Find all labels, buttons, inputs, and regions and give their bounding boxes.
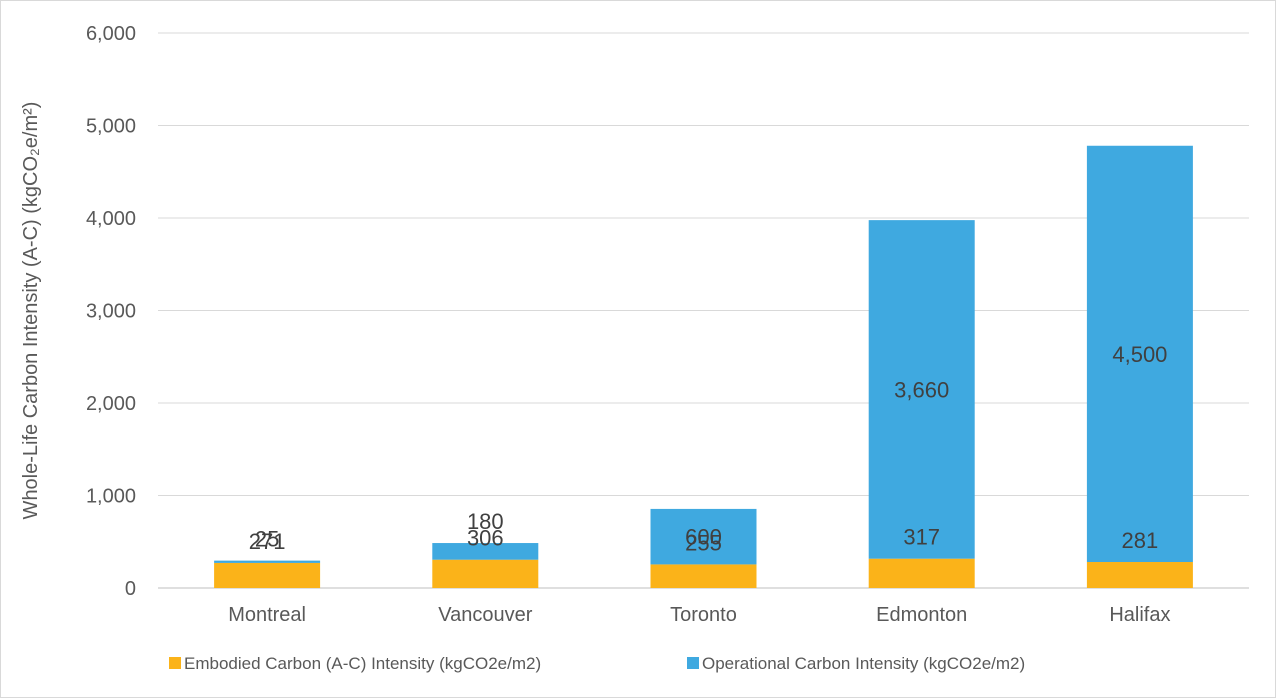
x-tick-label: Halifax [1109,604,1170,626]
bar-operational-toronto [650,508,757,565]
x-tick-label: Toronto [670,604,737,626]
data-label: 255 [685,530,722,555]
y-tick-label: 0 [125,578,136,600]
y-tick-label: 6,000 [86,23,136,45]
bar-operational-edmonton [868,220,975,559]
data-label: 600 [685,525,722,550]
data-label: 281 [1122,528,1159,553]
bar-embodied-montreal [214,562,321,588]
data-label: 317 [903,525,940,550]
data-label: 306 [467,526,504,551]
data-label: 4,500 [1112,342,1167,367]
x-tick-label: Montreal [228,604,306,626]
y-tick-label: 2,000 [86,393,136,415]
y-axis-title: Whole-Life Carbon Intensity (A-C) (kgCO₂… [20,102,42,520]
bar-embodied-halifax [1086,562,1193,588]
legend-label-embodied: Embodied Carbon (A-C) Intensity (kgCO2e/… [184,654,541,673]
x-tick-label: Vancouver [438,604,532,626]
bar-embodied-vancouver [432,559,539,588]
legend-marker-operational [687,657,699,669]
y-tick-label: 4,000 [86,208,136,230]
data-label: 271 [249,529,286,554]
bar-embodied-edmonton [868,558,975,588]
y-tick-label: 3,000 [86,301,136,323]
legend-label-operational: Operational Carbon Intensity (kgCO2e/m2) [702,654,1025,673]
y-tick-label: 5,000 [86,116,136,138]
y-tick-label: 1,000 [86,486,136,508]
bar-operational-montreal [214,560,321,563]
legend-marker-embodied [169,657,181,669]
x-axis-ticks: Montreal Vancouver Toronto Edmonton Halifax [228,604,1170,626]
bar-operational-halifax [1086,145,1193,563]
data-label: 25 [255,527,279,552]
legend: Embodied Carbon (A-C) Intensity (kgCO2e/… [169,654,1025,673]
y-axis-ticks: 0 1,000 2,000 3,000 4,000 5,000 6,000 [86,23,136,600]
data-label: 180 [467,509,504,534]
bar-operational-vancouver [432,543,539,560]
x-tick-label: Edmonton [876,604,967,626]
data-label: 3,660 [894,377,949,402]
bar-embodied-toronto [650,564,757,588]
gridlines [158,32,1249,589]
bars [214,145,1193,588]
